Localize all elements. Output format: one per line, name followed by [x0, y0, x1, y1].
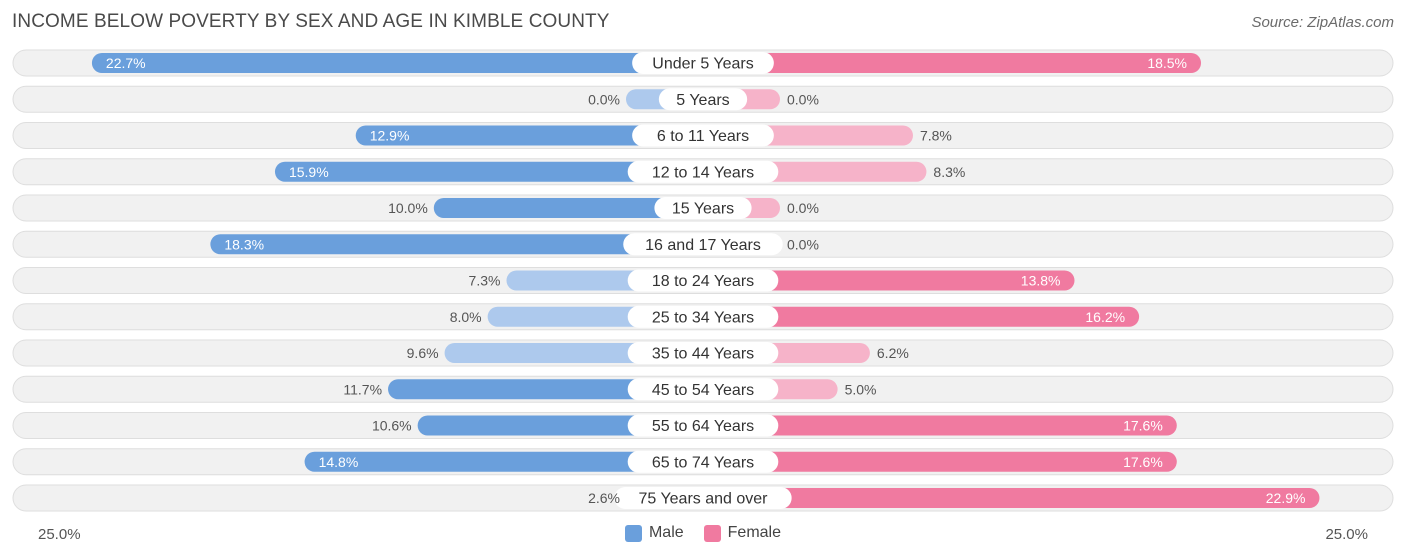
category-label: 45 to 54 Years — [652, 382, 754, 399]
male-value-label: 22.7% — [106, 55, 146, 71]
category-label: Under 5 Years — [652, 56, 753, 73]
male-bar — [274, 161, 703, 182]
category-label: 25 to 34 Years — [652, 309, 754, 326]
legend-item-female: Female — [703, 524, 782, 542]
category-label: 16 and 17 Years — [645, 237, 761, 254]
row-18-to-24-years: 18 to 24 Years 7.3% 13.8% — [12, 267, 1394, 294]
male-value-label: 14.8% — [319, 454, 359, 470]
male-value-label: 2.6% — [588, 490, 620, 506]
axis-left-label: 25.0% — [38, 526, 81, 543]
row-75-years-and-over: 75 Years and over 2.6% 22.9% — [12, 484, 1394, 512]
axis-right-label: 25.0% — [1325, 526, 1368, 543]
legend-item-male: Male — [624, 524, 684, 542]
row-12-to-14-years: 12 to 14 Years 15.9% 8.3% — [12, 158, 1394, 186]
category-pill — [614, 487, 792, 509]
female-value-label: 0.0% — [787, 200, 819, 216]
female-value-label: 13.8% — [1021, 273, 1061, 289]
male-swatch — [624, 524, 642, 542]
row-45-to-54-years: 45 to 54 Years 11.7% 5.0% — [12, 375, 1394, 403]
male-bar — [388, 379, 703, 400]
category-pill — [632, 52, 774, 74]
row-16-and-17-years: 16 and 17 Years 18.3% 0.0% — [12, 230, 1394, 258]
female-value-label: 16.2% — [1085, 309, 1125, 325]
male-value-label: 10.0% — [388, 200, 428, 216]
male-bar — [433, 198, 703, 218]
female-bar — [703, 270, 1075, 291]
legend: Male Female — [0, 524, 1406, 542]
chart-svg: Under 5 Years 22.7% 18.5% 5 Years 0.0% 0.0% 6 … — [12, 49, 1394, 512]
category-pill — [632, 124, 774, 147]
category-label: 5 Years — [676, 92, 729, 109]
row-55-to-64-years: 55 to 64 Years 10.6% 17.6% — [12, 412, 1394, 439]
category-label: 65 to 74 Years — [652, 454, 754, 471]
category-label: 35 to 44 Years — [652, 346, 754, 363]
female-value-label: 6.2% — [877, 345, 909, 361]
female-bar — [703, 53, 1202, 73]
category-label: 75 Years and over — [639, 491, 769, 508]
male-value-label: 15.9% — [289, 164, 329, 180]
male-bar — [210, 234, 703, 255]
row-6-to-11-years: 6 to 11 Years 12.9% 7.8% — [12, 122, 1394, 149]
male-value-label: 7.3% — [469, 273, 501, 289]
row-35-to-44-years: 35 to 44 Years 9.6% 6.2% — [12, 339, 1394, 367]
male-value-label: 18.3% — [224, 236, 264, 252]
male-value-label: 10.6% — [372, 418, 412, 434]
category-label: 55 to 64 Years — [652, 418, 754, 435]
category-pill — [627, 160, 779, 183]
category-label: 18 to 24 Years — [652, 273, 754, 290]
female-value-label: 22.9% — [1266, 490, 1306, 506]
female-bar — [703, 415, 1177, 436]
category-label: 15 Years — [672, 201, 734, 218]
female-bar — [703, 306, 1140, 327]
male-bar — [355, 125, 703, 146]
female-value-label: 0.0% — [787, 91, 819, 107]
legend-male-label: Male — [648, 524, 684, 541]
female-value-label: 0.0% — [787, 236, 819, 252]
male-bar — [304, 451, 703, 472]
female-value-label: 17.6% — [1123, 418, 1163, 434]
row-65-to-74-years: 65 to 74 Years 14.8% 17.6% — [12, 448, 1394, 476]
female-value-label: 18.5% — [1147, 55, 1187, 71]
male-value-label: 9.6% — [407, 345, 439, 361]
row-25-to-34-years: 25 to 34 Years 8.0% 16.2% — [12, 303, 1394, 331]
legend-female-label: Female — [727, 524, 782, 541]
category-pill — [654, 197, 752, 219]
row-5-years: 5 Years 0.0% 0.0% — [12, 85, 1394, 113]
source-credit: Source: ZipAtlas.com — [1251, 14, 1394, 31]
category-pill — [627, 342, 779, 364]
female-value-label: 5.0% — [845, 381, 877, 397]
category-pill — [623, 233, 783, 256]
male-value-label: 12.9% — [370, 128, 410, 144]
category-label: 6 to 11 Years — [657, 128, 749, 145]
category-pill — [658, 88, 748, 111]
female-value-label: 8.3% — [933, 164, 965, 180]
female-bar — [703, 451, 1177, 472]
chart-title: INCOME BELOW POVERTY BY SEX AND AGE IN K… — [12, 11, 610, 32]
male-value-label: 8.0% — [450, 309, 482, 325]
category-pill — [627, 269, 779, 292]
male-value-label: 0.0% — [588, 91, 620, 107]
row-15-years: 15 Years 10.0% 0.0% — [12, 194, 1394, 222]
category-pill — [627, 305, 779, 328]
row-under-5-years: Under 5 Years 22.7% 18.5% — [12, 49, 1394, 77]
female-bar — [703, 488, 1320, 508]
female-value-label: 7.8% — [920, 128, 952, 144]
category-pill — [627, 450, 779, 473]
female-swatch — [703, 524, 721, 542]
male-value-label: 11.7% — [343, 381, 382, 397]
female-value-label: 17.6% — [1123, 454, 1163, 470]
male-bar — [91, 53, 703, 73]
category-pill — [627, 378, 779, 401]
category-label: 12 to 14 Years — [652, 164, 754, 181]
category-pill — [627, 414, 779, 437]
